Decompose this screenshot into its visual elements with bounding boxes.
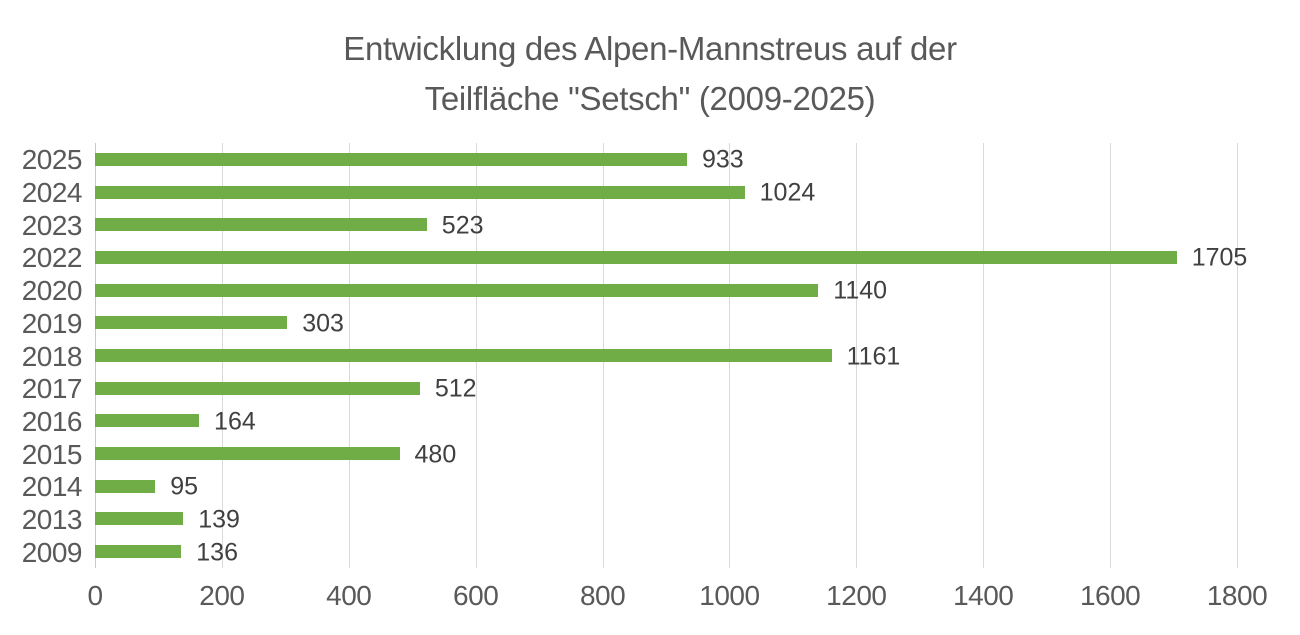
value-label-2020: 1140 xyxy=(833,276,888,305)
bar-2017 xyxy=(95,381,420,395)
bar-2024 xyxy=(95,185,745,199)
category-label-2024: 2024 xyxy=(21,177,83,209)
value-label-2022: 1705 xyxy=(1191,243,1248,272)
bar-2023 xyxy=(95,218,427,232)
category-label-2013: 2013 xyxy=(21,503,83,535)
bar-2018 xyxy=(95,349,832,362)
value-label-2024: 1024 xyxy=(759,178,816,207)
category-label-2022: 2022 xyxy=(21,242,83,274)
value-label-2014: 95 xyxy=(170,472,199,501)
bar-2015 xyxy=(95,447,400,461)
value-label-2025: 933 xyxy=(701,145,744,174)
x-tick-label-0: 0 xyxy=(87,580,103,611)
gridline xyxy=(983,143,985,568)
category-label-2009: 2009 xyxy=(21,536,83,568)
x-tick-label-200: 200 xyxy=(199,580,245,611)
value-label-2023: 523 xyxy=(441,211,484,240)
x-tick-label-800: 800 xyxy=(579,580,626,611)
bar-2020 xyxy=(95,283,819,297)
bar-2025 xyxy=(95,152,687,166)
category-label-2020: 2020 xyxy=(21,275,83,307)
gridline xyxy=(856,143,858,568)
category-label-2018: 2018 xyxy=(21,340,83,372)
value-label-2016: 164 xyxy=(214,407,256,436)
x-tick-label-400: 400 xyxy=(326,580,372,611)
chart-title-line1: Entwicklung des Alpen-Mannstreus auf der xyxy=(343,30,957,67)
bar-2022 xyxy=(95,250,1177,264)
value-label-2018: 1161 xyxy=(846,342,901,370)
x-tick-label-1000: 1000 xyxy=(699,580,760,611)
x-tick-label-1400: 1400 xyxy=(953,580,1014,611)
x-tick-label-600: 600 xyxy=(453,580,499,611)
x-tick-label-1200: 1200 xyxy=(826,580,887,611)
bar-2016 xyxy=(95,414,200,428)
x-tick-label-1800: 1800 xyxy=(1206,580,1268,611)
category-label-2015: 2015 xyxy=(21,438,83,470)
bar-2009 xyxy=(95,545,182,559)
x-tick-label-1600: 1600 xyxy=(1079,580,1141,611)
category-label-2016: 2016 xyxy=(21,405,83,437)
value-label-2017: 512 xyxy=(434,374,477,403)
chart-title: Entwicklung des Alpen-Mannstreus auf der… xyxy=(0,24,1300,124)
category-label-2025: 2025 xyxy=(21,144,83,176)
value-label-2013: 139 xyxy=(198,505,240,534)
category-label-2023: 2023 xyxy=(21,209,83,241)
category-label-2017: 2017 xyxy=(21,373,83,405)
value-label-2019: 303 xyxy=(302,309,344,338)
category-label-2019: 2019 xyxy=(21,307,83,339)
value-label-2015: 480 xyxy=(414,440,457,469)
gridline xyxy=(1110,143,1112,568)
plot-area: 933 1024 523 1705 1140 303 1161 512 164 480 95 139 1… xyxy=(95,143,1247,568)
bar-2019 xyxy=(95,316,288,330)
bar-2013 xyxy=(95,512,184,526)
value-label-2009: 136 xyxy=(196,538,238,567)
gridline xyxy=(1237,143,1238,568)
bar-2014 xyxy=(95,479,156,493)
chart-title-line2: Teilfläche "Setsch" (2009-2025) xyxy=(424,80,876,117)
category-label-2014: 2014 xyxy=(21,471,83,503)
